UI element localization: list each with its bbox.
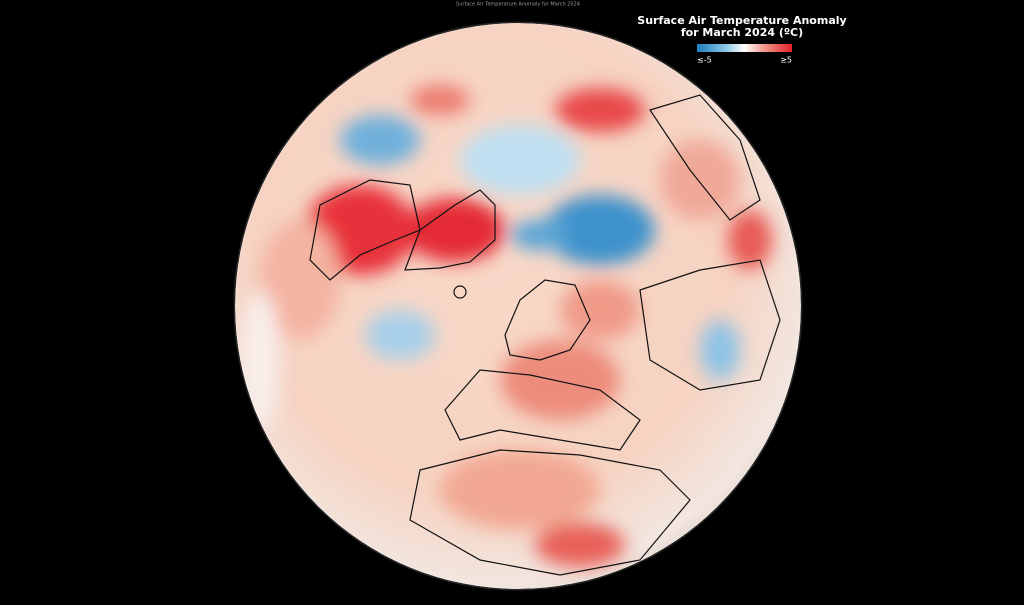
legend-max-label: ≥5 [780, 56, 792, 65]
globe-rim [233, 21, 803, 591]
legend: Surface Air Temperature Anomaly for Marc… [637, 14, 846, 65]
color-bar [697, 44, 792, 52]
caption: Surface Air Temperature Anomaly for Marc… [456, 2, 580, 8]
legend-title: Surface Air Temperature Anomaly [637, 14, 846, 27]
legend-min-label: ≤-5 [697, 56, 712, 65]
globe [235, 23, 801, 589]
legend-title: for March 2024 (ºC) [681, 26, 803, 39]
